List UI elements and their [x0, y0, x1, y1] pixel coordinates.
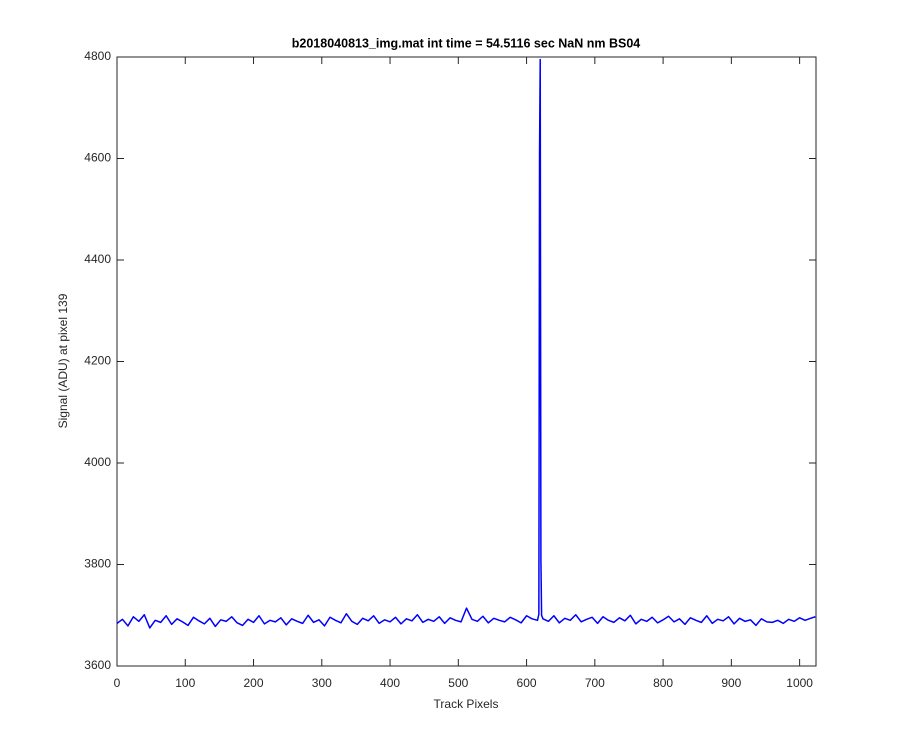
y-tick-label: 4400 — [84, 252, 111, 266]
x-tick-label: 400 — [380, 676, 400, 690]
y-axis-label: Signal (ADU) at pixel 139 — [56, 293, 70, 428]
y-tick-label: 3800 — [84, 557, 111, 571]
x-tick-label: 0 — [114, 676, 121, 690]
y-tick-label: 4200 — [84, 354, 111, 368]
x-axis-label: Track Pixels — [434, 697, 499, 711]
y-tick-label: 3600 — [84, 658, 111, 672]
chart-title: b2018040813_img.mat int time = 54.5116 s… — [292, 36, 641, 50]
x-tick-label: 500 — [448, 676, 468, 690]
x-tick-label: 900 — [721, 676, 741, 690]
data-line — [116, 58, 816, 629]
x-tick-label: 800 — [653, 676, 673, 690]
x-tick-label: 300 — [312, 676, 332, 690]
plot-box — [116, 56, 817, 667]
y-tick-label: 4800 — [84, 49, 111, 63]
y-tick-label: 4000 — [84, 455, 111, 469]
y-tick-label: 4600 — [84, 151, 111, 165]
x-tick-label: 600 — [517, 676, 537, 690]
x-tick-label: 100 — [175, 676, 195, 690]
x-tick-label: 200 — [244, 676, 264, 690]
x-tick-label: 700 — [585, 676, 605, 690]
x-tick-label: 1000 — [786, 676, 813, 690]
